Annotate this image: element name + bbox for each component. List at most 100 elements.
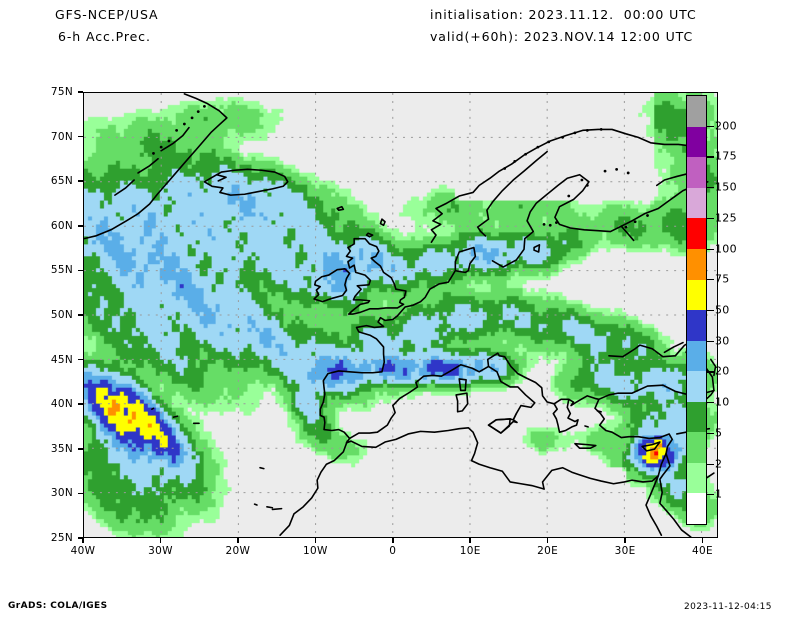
lat-label: 75N <box>50 86 73 98</box>
colorbar-segment <box>687 157 706 188</box>
lon-label: 30W <box>148 545 173 557</box>
lat-label: 35N <box>50 442 73 455</box>
colorbar-tick-label: 125 <box>715 211 737 225</box>
coastline-speck <box>203 104 206 108</box>
coastline-path <box>596 410 602 413</box>
coastline-path <box>114 179 135 196</box>
map-overlay <box>84 93 717 537</box>
coastline-speck <box>646 214 649 217</box>
coastline-path <box>271 507 283 511</box>
colorbar-tick-label: 175 <box>715 149 737 163</box>
lon-tick <box>392 538 394 543</box>
colorbar-tick <box>707 279 714 281</box>
coastline-path <box>487 365 536 434</box>
lat-label: 50N <box>50 309 73 321</box>
colorbar-tick <box>707 463 714 465</box>
coastline-path <box>584 425 589 428</box>
colorbar-segment <box>687 279 706 311</box>
coastline-speck <box>536 145 540 149</box>
valid-time-label: valid(+60h): 2023.NOV.14 12:00 UTC <box>430 29 694 44</box>
lat-tick <box>78 314 83 316</box>
coastline-speck <box>585 128 589 132</box>
lat-label: 55N <box>50 264 73 277</box>
colorbar-tick <box>707 371 714 373</box>
coastline-speck <box>624 225 628 229</box>
coastline-path <box>620 225 635 242</box>
coastline-path <box>533 244 541 253</box>
coastline-path <box>491 173 623 268</box>
colorbar-tick <box>707 217 714 220</box>
coastline-path <box>253 503 258 506</box>
lon-label: 20W <box>225 545 251 557</box>
coastline-speck <box>190 116 194 120</box>
coastline-speck <box>503 167 507 170</box>
lat-tick <box>78 91 83 93</box>
coastline-path <box>266 506 274 509</box>
field-label: 6-h Acc.Prec. <box>58 29 151 44</box>
coastline-path <box>151 407 155 410</box>
lon-label: 10W <box>302 545 328 557</box>
colorbar-segment <box>687 96 706 127</box>
coastline-path <box>319 269 457 440</box>
coastline-path <box>659 452 692 537</box>
coastline-speck <box>573 131 577 135</box>
colorbar-segment <box>687 340 706 372</box>
lon-tick <box>546 538 549 543</box>
coastline-speck <box>548 223 552 227</box>
lon-tick <box>701 538 704 543</box>
coastlines <box>84 93 717 537</box>
gridlines <box>84 93 717 537</box>
colorbar-tick-label: 2 <box>715 457 723 471</box>
coastline-speck <box>547 140 551 144</box>
colorbar-tick <box>707 187 714 189</box>
coastline-speck <box>513 159 517 163</box>
lat-tick <box>78 135 83 138</box>
lat-label: 30N <box>50 487 73 500</box>
coastline-speck <box>542 223 546 226</box>
coastline-speck <box>555 221 558 225</box>
lat-tick <box>78 180 83 182</box>
coastline-path <box>455 392 469 413</box>
colorbar-segment <box>687 493 706 524</box>
colorbar-tick <box>707 310 714 312</box>
coastline-speck <box>633 220 637 224</box>
coastline-speck <box>585 183 589 187</box>
colorbar-segment <box>687 187 706 219</box>
lon-tick <box>159 538 162 543</box>
colorbar-tick <box>707 494 714 496</box>
coastline-path <box>84 93 228 240</box>
coastline-path <box>313 268 351 303</box>
grads-credit: GrADS: COLA/IGES <box>8 601 108 611</box>
lon-tick <box>624 538 626 543</box>
lat-tick <box>78 448 83 450</box>
coastline-path <box>430 128 708 244</box>
coastline-speck <box>167 139 171 143</box>
coastline-path <box>345 426 545 490</box>
coastline-speck <box>599 128 603 131</box>
colorbar-tick-label: 50 <box>715 303 730 317</box>
colorbar-tick-label: 1 <box>715 487 723 501</box>
lat-tick <box>78 403 83 405</box>
colorbar-tick <box>707 248 714 250</box>
coastline-speck <box>152 152 155 155</box>
lon-tick <box>82 538 84 543</box>
colorbar-tick-label: 20 <box>715 364 730 378</box>
lon-label: 0 <box>389 545 397 557</box>
coastline-speck <box>561 136 564 139</box>
coastline-path <box>454 246 477 274</box>
colorbar-tick <box>707 125 714 127</box>
lat-tick <box>78 537 83 539</box>
coastline-path <box>203 168 289 196</box>
colorbar-tick-label: 100 <box>715 242 737 256</box>
colorbar-tick-label: 75 <box>715 272 730 286</box>
initialisation-label: initialisation: 2023.11.12. 00:00 UTC <box>430 7 697 22</box>
coastline-path <box>365 232 374 238</box>
colorbar-segment <box>687 248 706 280</box>
lon-label: 40W <box>70 545 96 557</box>
coastline-path <box>541 395 674 490</box>
coastline-path <box>345 237 407 315</box>
lon-label: 10E <box>459 545 481 557</box>
coastline-path <box>645 474 663 537</box>
lat-label: 25N <box>50 532 73 544</box>
colorbar-tick <box>707 340 714 342</box>
